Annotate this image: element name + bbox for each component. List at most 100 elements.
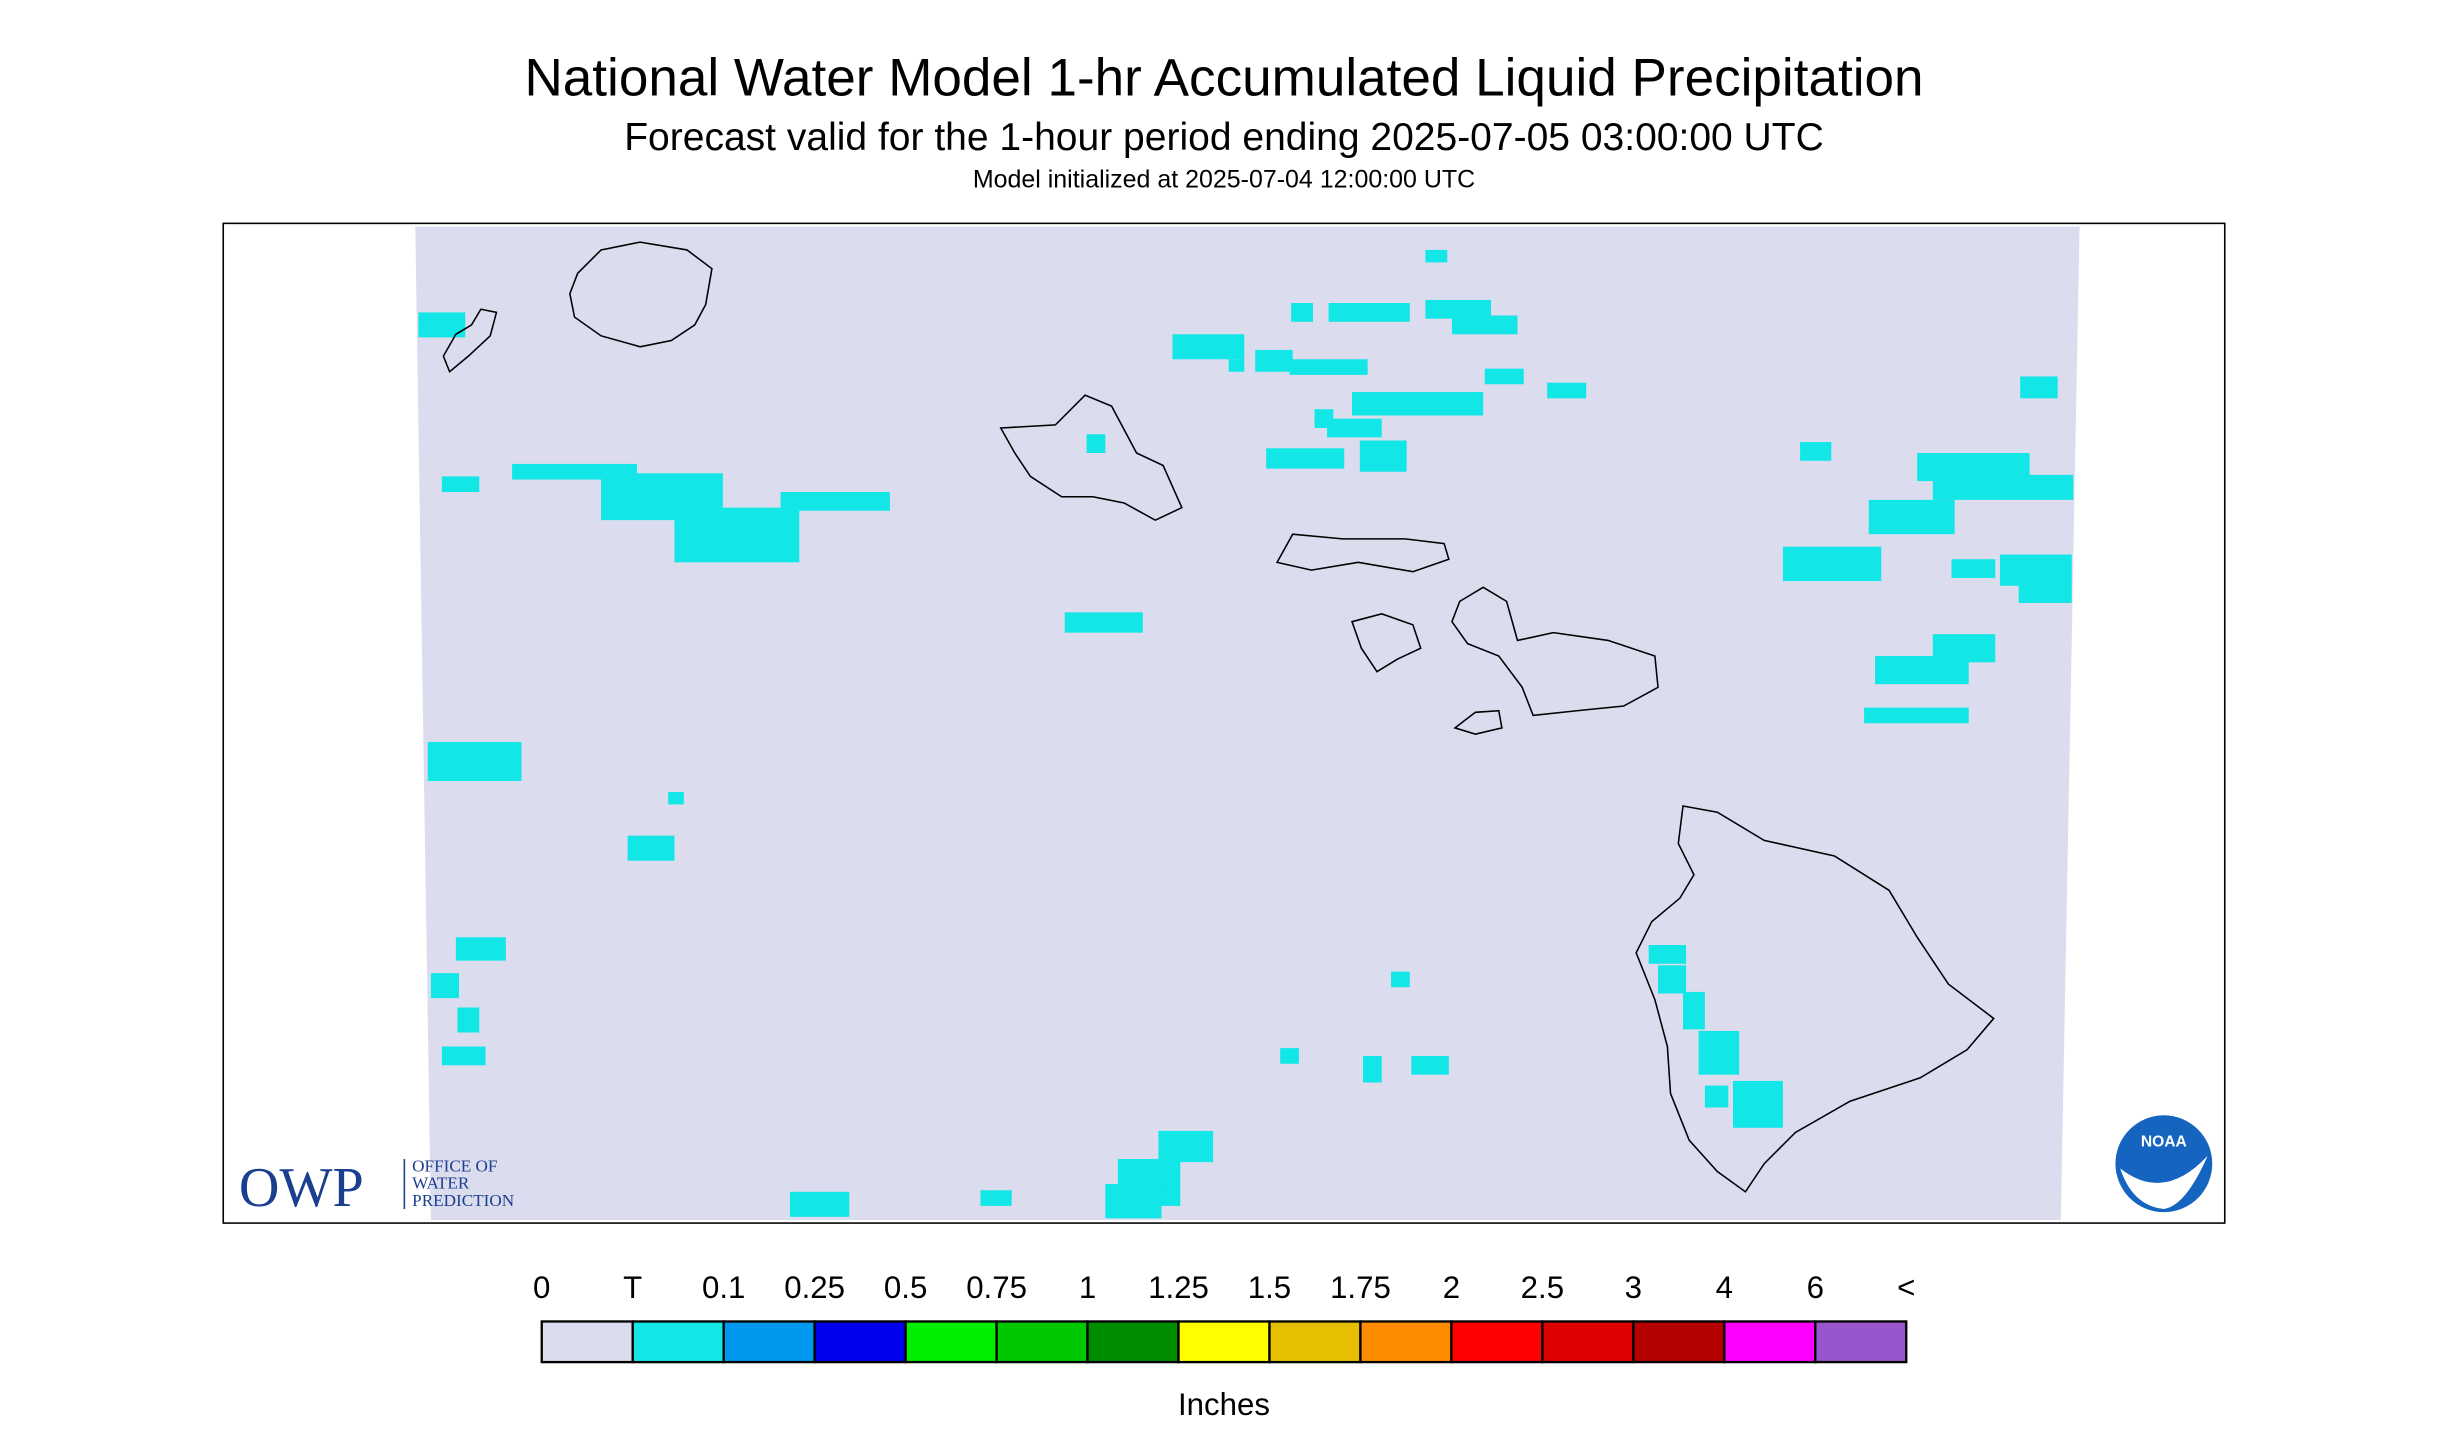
kahoolawe <box>1453 709 1503 735</box>
islands <box>442 241 1995 1193</box>
lanai <box>1351 613 1422 673</box>
legend-swatch <box>1723 1320 1817 1364</box>
precip-cell <box>1868 499 1955 535</box>
legend-label: 0.25 <box>784 1270 845 1305</box>
precip-cell <box>1280 1048 1299 1064</box>
molokai <box>1275 533 1450 573</box>
precip-cell <box>1289 359 1368 375</box>
precip-cell <box>1228 359 1245 372</box>
init-time: Model initialized at 2025-07-04 12:00:00… <box>973 165 1475 193</box>
legend-label: T <box>623 1270 642 1305</box>
precip-cell <box>457 1007 480 1033</box>
precip-cell <box>1425 299 1491 319</box>
noaa-text: NOAA <box>2141 1134 2187 1151</box>
legend-swatch <box>1268 1320 1362 1364</box>
precip-cell <box>1951 559 1996 578</box>
precip-cell <box>441 476 480 493</box>
legend: 0 T 0.1 0.25 0.5 0.75 1 1.25 1.5 1.75 2 2.5 3 4 6 < <box>533 1270 1915 1364</box>
precip-cell <box>1451 315 1518 335</box>
precip-cell <box>441 1046 486 1066</box>
precip-cell <box>1255 349 1293 372</box>
subtitle: Forecast valid for the 1-hour period end… <box>624 116 1824 159</box>
legend-swatch <box>995 1320 1089 1364</box>
precip-cell <box>1547 382 1587 399</box>
legend-swatch <box>540 1320 634 1364</box>
legend-label: 0 <box>533 1270 550 1305</box>
precip-cell <box>1425 249 1448 263</box>
precip-cell <box>1800 442 1832 461</box>
precip-cell <box>455 937 506 961</box>
owp-line: PREDICTION <box>412 1191 514 1210</box>
legend-swatch <box>904 1320 998 1364</box>
legend-label: 6 <box>1807 1270 1824 1305</box>
precip-cell <box>1698 1030 1740 1075</box>
legend-swatch <box>1632 1320 1726 1364</box>
owp-logo: OWP <box>239 1157 364 1219</box>
precip-cell <box>1999 554 2072 586</box>
legend-swatch <box>1086 1320 1180 1364</box>
precip-cell <box>1732 1080 1783 1128</box>
precip-cell <box>1704 1085 1729 1108</box>
precip-cell <box>1932 634 1996 663</box>
maui <box>1451 586 1659 717</box>
legend-swatch <box>722 1320 816 1364</box>
legend-label: 1.75 <box>1330 1270 1391 1305</box>
precip-cell <box>1291 303 1313 322</box>
legend-swatch <box>813 1320 907 1364</box>
legend-unit: Inches <box>1178 1387 1270 1422</box>
legend-label: 0.5 <box>884 1270 927 1305</box>
precip-cell <box>1086 434 1106 453</box>
legend-swatch <box>1814 1320 1908 1364</box>
legend-label: 1.5 <box>1248 1270 1291 1305</box>
title: National Water Model 1-hr Accumulated Li… <box>524 48 1923 107</box>
precip-cell <box>1105 1184 1162 1219</box>
noaa-gull <box>2120 1155 2208 1210</box>
model-domain <box>415 226 2080 1220</box>
precip-cell <box>2018 584 2072 603</box>
kauai <box>569 241 713 348</box>
legend-label: 1 <box>1079 1270 1096 1305</box>
precip-cell <box>1484 368 1524 385</box>
precip-cell <box>1266 448 1345 469</box>
precip-cell <box>427 741 522 782</box>
legend-label: 4 <box>1716 1270 1733 1305</box>
precip-cells <box>418 249 2074 1219</box>
owp-line: OFFICE OF <box>412 1157 497 1176</box>
precip-cell <box>1932 474 2074 500</box>
precip-cell <box>780 492 890 511</box>
legend-label: 2 <box>1443 1270 1460 1305</box>
precip-cell <box>1411 1055 1449 1075</box>
precip-cell <box>1359 440 1407 472</box>
precip-cell <box>1327 418 1382 438</box>
precip-cell <box>1362 1055 1382 1083</box>
legend-swatch <box>1177 1320 1271 1364</box>
legend-swatch <box>631 1320 725 1364</box>
legend-label: 0.75 <box>966 1270 1027 1305</box>
precip-cell <box>1158 1130 1214 1163</box>
precip-cell <box>980 1190 1012 1206</box>
precip-cell <box>1864 707 1969 724</box>
precip-cell <box>1683 991 1705 1030</box>
legend-swatch <box>1450 1320 1544 1364</box>
precip-cell <box>668 791 684 805</box>
precip-cell <box>2020 376 2058 399</box>
precip-cell <box>1391 971 1410 988</box>
owp-line: WATER <box>412 1174 470 1193</box>
precip-cell <box>430 973 459 999</box>
precip-cell <box>1328 303 1410 322</box>
niihau <box>442 308 498 374</box>
legend-label: < <box>1897 1270 1915 1305</box>
precip-cell <box>1658 965 1687 994</box>
precip-cell <box>789 1191 850 1217</box>
legend-label: 1.25 <box>1148 1270 1209 1305</box>
precip-cell <box>1064 612 1143 633</box>
precip-cell <box>1782 546 1882 582</box>
legend-label: 0.1 <box>702 1270 745 1305</box>
oahu <box>999 394 1183 522</box>
hawaii <box>1635 805 1995 1193</box>
precip-cell <box>627 835 675 861</box>
legend-swatch <box>1359 1320 1453 1364</box>
legend-swatch <box>1541 1320 1635 1364</box>
